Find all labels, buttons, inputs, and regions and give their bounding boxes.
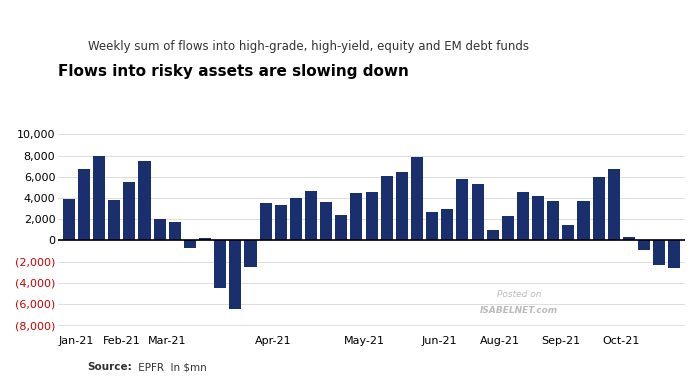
Text: Weekly sum of flows into high-grade, high-yield, equity and EM debt funds: Weekly sum of flows into high-grade, hig…	[88, 40, 528, 53]
Text: ISABELNET.com: ISABELNET.com	[480, 306, 558, 315]
Text: Posted on: Posted on	[496, 290, 541, 299]
Bar	[426, 212, 438, 241]
Bar	[547, 201, 559, 241]
Bar	[381, 176, 393, 241]
Bar	[668, 241, 680, 268]
Bar	[593, 177, 605, 241]
Bar	[108, 200, 120, 241]
Bar	[274, 206, 287, 241]
Bar	[199, 238, 211, 241]
Bar	[578, 201, 589, 241]
Text: EPFR  In $mn: EPFR In $mn	[135, 363, 207, 372]
Bar	[456, 179, 468, 241]
Bar	[260, 203, 272, 241]
Bar	[411, 157, 423, 241]
Bar	[214, 241, 226, 288]
Text: Flows into risky assets are slowing down: Flows into risky assets are slowing down	[58, 64, 409, 79]
Bar	[638, 241, 650, 250]
Bar	[290, 198, 302, 241]
Bar	[608, 169, 620, 241]
Bar	[502, 216, 514, 241]
Bar	[320, 202, 332, 241]
Bar	[78, 169, 90, 241]
Bar	[562, 225, 575, 241]
Bar	[517, 192, 529, 241]
Bar	[365, 192, 377, 241]
Bar	[229, 241, 241, 309]
Bar	[169, 222, 181, 241]
Bar	[653, 241, 665, 265]
Bar	[623, 237, 635, 241]
Bar	[351, 193, 363, 241]
Bar	[486, 230, 499, 241]
Bar	[63, 199, 75, 241]
Bar	[93, 156, 105, 241]
Bar	[305, 191, 317, 241]
Bar	[441, 209, 454, 241]
Bar	[153, 219, 166, 241]
Bar	[472, 184, 484, 241]
Bar	[123, 182, 135, 241]
Bar	[184, 241, 196, 248]
Bar	[244, 241, 256, 267]
Bar	[335, 215, 347, 241]
Bar	[395, 171, 408, 241]
Bar	[139, 161, 150, 241]
Bar	[532, 196, 544, 241]
Text: Source:: Source:	[88, 363, 132, 372]
